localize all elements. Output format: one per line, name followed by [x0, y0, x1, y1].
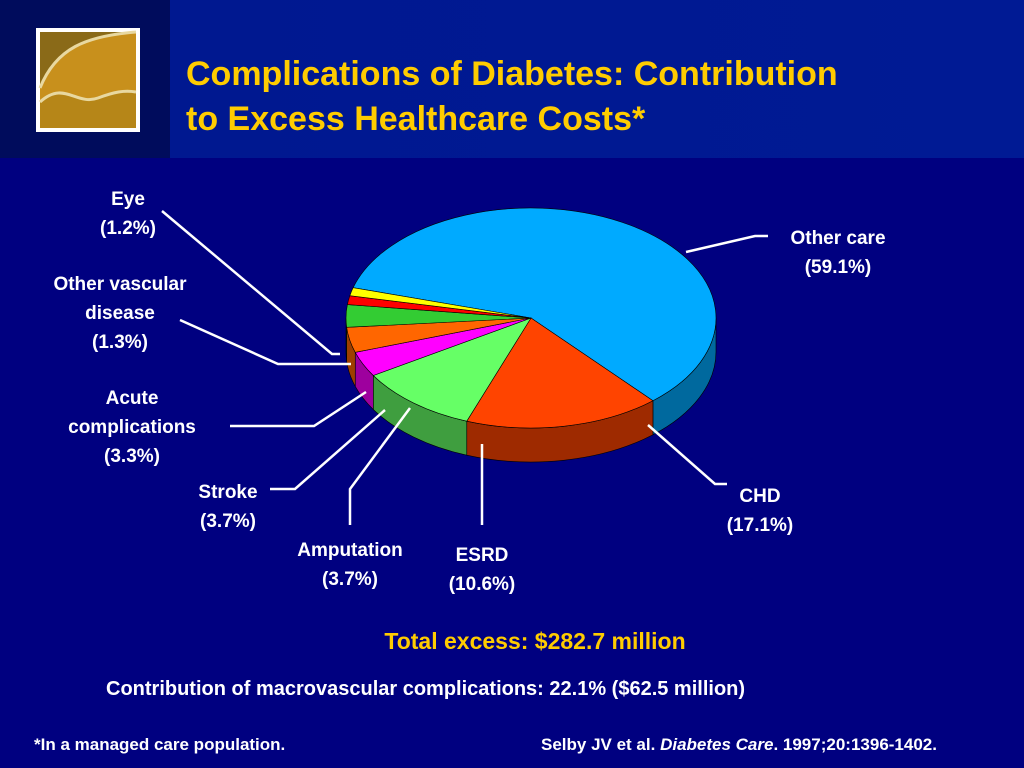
pie-slice-7	[349, 287, 532, 319]
slice-label-7-line-1: (1.2%)	[100, 218, 156, 239]
total-excess-text: Total excess: $282.7 million	[384, 628, 686, 654]
slice-label-1: CHD (17.1%)	[727, 486, 794, 536]
slice-label-3: Amputation (3.7%)	[297, 540, 403, 590]
slice-label-2-line-0: ESRD	[456, 545, 509, 566]
slice-label-3-line-1: (3.7%)	[322, 569, 378, 590]
pie-slice-1	[466, 317, 654, 429]
slice-label-4: Stroke (3.7%)	[198, 482, 257, 532]
citation-details: . 1997;20:1396-1402.	[773, 735, 937, 754]
leader-line-5	[230, 390, 367, 428]
pie-slice-2	[372, 317, 532, 422]
slice-label-0-line-0: Other care	[790, 228, 885, 249]
slice-label-1-line-1: (17.1%)	[727, 515, 794, 536]
citation-journal: Diabetes Care	[660, 735, 774, 754]
leader-line-3	[348, 407, 412, 525]
slice-label-2: ESRD (10.6%)	[449, 545, 516, 595]
slice-label-5-line-1: complications	[68, 417, 196, 438]
slice-label-4-line-1: (3.7%)	[200, 511, 256, 532]
macrovascular-contribution-text: Contribution of macrovascular complicati…	[106, 678, 746, 700]
leader-line-1	[647, 424, 727, 486]
slice-label-6-line-1: disease	[85, 303, 155, 324]
title-band	[0, 0, 1024, 158]
leader-line-7	[161, 210, 340, 356]
pie-slice-0	[352, 207, 717, 402]
title-line-1: Complications of Diabetes: Contribution	[186, 55, 838, 93]
footnote: *In a managed care population.	[34, 735, 286, 754]
leader-lines	[161, 210, 768, 525]
slice-label-6-line-0: Other vascular	[53, 274, 187, 295]
slice-label-1-line-0: CHD	[739, 486, 780, 507]
leader-line-0	[685, 234, 768, 254]
slice-label-7-line-0: Eye	[111, 189, 145, 210]
page-title: Complications of Diabetes: Contribution …	[186, 52, 1016, 142]
slice-labels: Other care (59.1%) CHD (17.1%) ESRD (10.6%) Am…	[53, 189, 885, 595]
slice-label-5: Acute complications (3.3%)	[68, 388, 196, 467]
slice-label-5-line-2: (3.3%)	[104, 446, 160, 467]
citation-authors: Selby JV et al.	[541, 735, 661, 754]
pie-top	[345, 207, 717, 429]
logo-icon	[36, 28, 140, 132]
pie-sides	[345, 317, 717, 463]
slice-label-0: Other care (59.1%)	[790, 228, 885, 278]
slice-label-3-line-0: Amputation	[297, 540, 403, 561]
slice-label-4-line-0: Stroke	[198, 482, 257, 503]
citation: Selby JV et al. Diabetes Care. 1997;20:1…	[541, 735, 1024, 755]
slice-label-6: Other vascular disease (1.3%)	[53, 274, 187, 353]
leader-line-6	[179, 318, 351, 366]
slice-label-0-line-1: (59.1%)	[805, 257, 872, 278]
slice-label-6-line-2: (1.3%)	[92, 332, 148, 353]
title-line-2: to Excess Healthcare Costs*	[186, 100, 646, 138]
slice-label-5-line-0: Acute	[106, 388, 159, 409]
leader-line-4	[270, 409, 386, 491]
slice-label-7: Eye (1.2%)	[100, 189, 156, 239]
slice-label-2-line-1: (10.6%)	[449, 574, 516, 595]
